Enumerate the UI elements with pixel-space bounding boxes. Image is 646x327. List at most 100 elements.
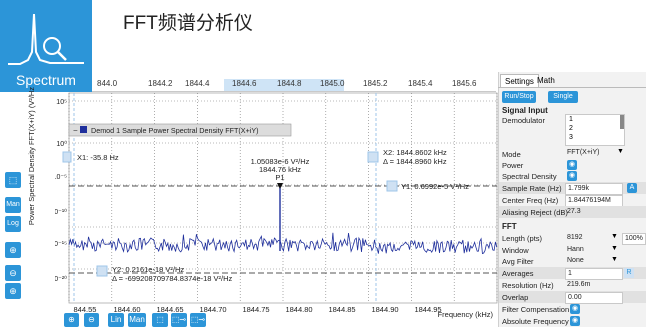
- y-tick-label: 10⁻²⁰: [55, 275, 67, 283]
- cursor-x2-delta: Δ = 1844.8960 kHz: [383, 157, 447, 166]
- aliasing-reject-value: 27.3: [567, 208, 581, 215]
- legend-box: [68, 123, 292, 137]
- cursor-y2-handle[interactable]: [96, 265, 108, 277]
- y-tick-label: 10⁻⁵: [55, 174, 67, 181]
- overview-tick-label: 1845.4: [408, 79, 433, 88]
- signal-input-heading: Signal Input: [502, 106, 548, 115]
- sample-rate-label: Sample Rate (Hz): [502, 184, 562, 193]
- psd-plot[interactable]: − Demod 1 Sample Power Spectral Density …: [55, 91, 498, 327]
- noise-floor-line: [68, 232, 498, 255]
- peak-value-label: 1.05083e-6 V²/Hz: [251, 157, 310, 166]
- y-log-button[interactable]: Log: [5, 216, 21, 232]
- length-percent-field[interactable]: 100%: [622, 233, 646, 245]
- averages-reset-button[interactable]: R: [624, 268, 634, 278]
- plot-grid: [68, 93, 498, 303]
- spectrum-logo-icon: [8, 13, 84, 65]
- overview-tick-label: 1845.0: [320, 79, 345, 88]
- page-title: FFT频谱分析仪: [123, 13, 253, 34]
- filter-compensation-toggle-icon[interactable]: ◉: [570, 304, 580, 314]
- y-axis-label: Power Spectral Density FFT(X+iY) (V²/Hz: [27, 86, 36, 226]
- averages-field[interactable]: 1: [565, 268, 623, 280]
- single-button[interactable]: Single: [548, 91, 578, 103]
- length-select[interactable]: 8192: [567, 234, 583, 241]
- overview-tick-label: 1844.2: [148, 79, 173, 88]
- resolution-label: Resolution (Hz): [502, 281, 554, 290]
- chevron-down-icon[interactable]: ▼: [611, 233, 618, 240]
- demodulator-option[interactable]: 3: [569, 134, 573, 141]
- run-stop-button[interactable]: Run/Stop: [502, 91, 536, 103]
- y-axis-ticks: 10⁵ 10⁰ 10⁻⁵ 10⁻¹⁰ 10⁻¹⁵ 10⁻²⁰: [55, 99, 67, 283]
- chevron-down-icon[interactable]: ▼: [617, 148, 624, 155]
- x-tick-label: 1844.60: [113, 305, 140, 314]
- overlap-field[interactable]: 0.00: [565, 292, 623, 304]
- cursor-x1-handle[interactable]: [62, 151, 72, 163]
- x-axis-label: Frequency (kHz): [438, 310, 494, 319]
- sample-rate-auto-button[interactable]: A: [627, 183, 637, 193]
- peak-freq-label: 1844.76 kHz: [259, 165, 301, 174]
- demodulator-label: Demodulator: [502, 116, 545, 125]
- peak-name-label: P1: [275, 173, 284, 182]
- legend-collapse-icon[interactable]: −: [73, 126, 78, 135]
- cursor-y2-label: Y2: 0.2161e-18 V²/Hz: [112, 265, 184, 274]
- mode-select[interactable]: FFT(X+iY): [567, 149, 600, 156]
- tab-math[interactable]: Math: [537, 76, 555, 85]
- cursor-x2-handle[interactable]: [367, 151, 379, 163]
- demodulator-option[interactable]: 2: [569, 125, 573, 132]
- fft-heading: FFT: [502, 222, 517, 231]
- x-tick-label: 1844.70: [199, 305, 226, 314]
- y-tick-label: 10⁻¹⁵: [55, 241, 67, 248]
- psd-trace: [68, 186, 498, 255]
- x-tick-label: 844.55: [74, 305, 97, 314]
- spectral-density-label: Spectral Density: [502, 172, 557, 181]
- autoscale-x-button[interactable]: ⬚: [152, 313, 168, 327]
- zoom-fit-y-button[interactable]: ⊕: [5, 283, 21, 299]
- overview-tick-label: 1845.6: [452, 79, 477, 88]
- power-toggle-icon[interactable]: ◉: [567, 160, 577, 170]
- overview-tick-label: 1844.4: [185, 79, 210, 88]
- window-select[interactable]: Hann: [567, 246, 584, 253]
- x-man-button[interactable]: Man: [128, 313, 146, 327]
- absolute-frequency-toggle-icon[interactable]: ◉: [570, 316, 580, 326]
- x-tick-label: 1844.95: [414, 305, 441, 314]
- y-tick-label: 10⁵: [56, 99, 67, 106]
- x-tick-label: 1844.75: [242, 305, 269, 314]
- zoom-in-x-button[interactable]: ⊕: [64, 313, 79, 327]
- window-label: Window: [502, 246, 529, 255]
- filter-compensation-label: Filter Compensation: [502, 305, 570, 314]
- zoom-out-y-button[interactable]: ⊖: [5, 265, 21, 281]
- demodulator-list[interactable]: 1 2 3: [565, 114, 625, 146]
- app-logo: [0, 0, 92, 92]
- cursor-y1-handle[interactable]: [386, 180, 398, 192]
- overview-tick-label: 844.0: [97, 79, 118, 88]
- averages-label: Averages: [502, 269, 534, 278]
- peak-marker[interactable]: [277, 183, 283, 189]
- avg-filter-select[interactable]: None: [567, 257, 584, 264]
- length-label: Length (pts): [502, 234, 543, 243]
- tab-settings[interactable]: Settings: [500, 74, 539, 88]
- resolution-value: 219.6m: [567, 281, 591, 288]
- brand-label: Spectrum: [16, 72, 76, 88]
- demodulator-scrollbar[interactable]: [620, 115, 624, 129]
- cursor-y2-delta: Δ = -699208709784.8374e-18 V²/Hz: [112, 274, 233, 283]
- center-freq-label: Center Freq (Hz): [502, 196, 559, 205]
- cursor-left-button[interactable]: ⬚⊸: [171, 313, 187, 327]
- cursor-right-button[interactable]: ⬚⊸: [190, 313, 206, 327]
- sample-rate-field[interactable]: 1.799k: [565, 183, 623, 195]
- legend-swatch: [80, 126, 87, 133]
- overview-selection[interactable]: [224, 79, 344, 91]
- y-man-button[interactable]: Man: [5, 197, 21, 213]
- spectral-density-toggle-icon[interactable]: ◉: [567, 171, 577, 181]
- chevron-down-icon[interactable]: ▼: [611, 245, 618, 252]
- absolute-frequency-label: Absolute Frequency: [502, 317, 569, 326]
- overview-tick-label: 1845.2: [363, 79, 388, 88]
- x-lin-button[interactable]: Lin: [108, 313, 124, 327]
- zoom-out-x-button[interactable]: ⊖: [84, 313, 99, 327]
- autoscale-y-button[interactable]: ⬚: [5, 172, 21, 188]
- power-label: Power: [502, 161, 524, 170]
- cursor-y1-label: Y1: 0.6992e-5 V²/Hz: [401, 182, 469, 191]
- demodulator-option[interactable]: 1: [569, 116, 573, 123]
- x-tick-label: 1844.65: [156, 305, 183, 314]
- overview-tick-label: 1844.8: [277, 79, 302, 88]
- chevron-down-icon[interactable]: ▼: [611, 256, 618, 263]
- zoom-in-y-button[interactable]: ⊕: [5, 242, 21, 258]
